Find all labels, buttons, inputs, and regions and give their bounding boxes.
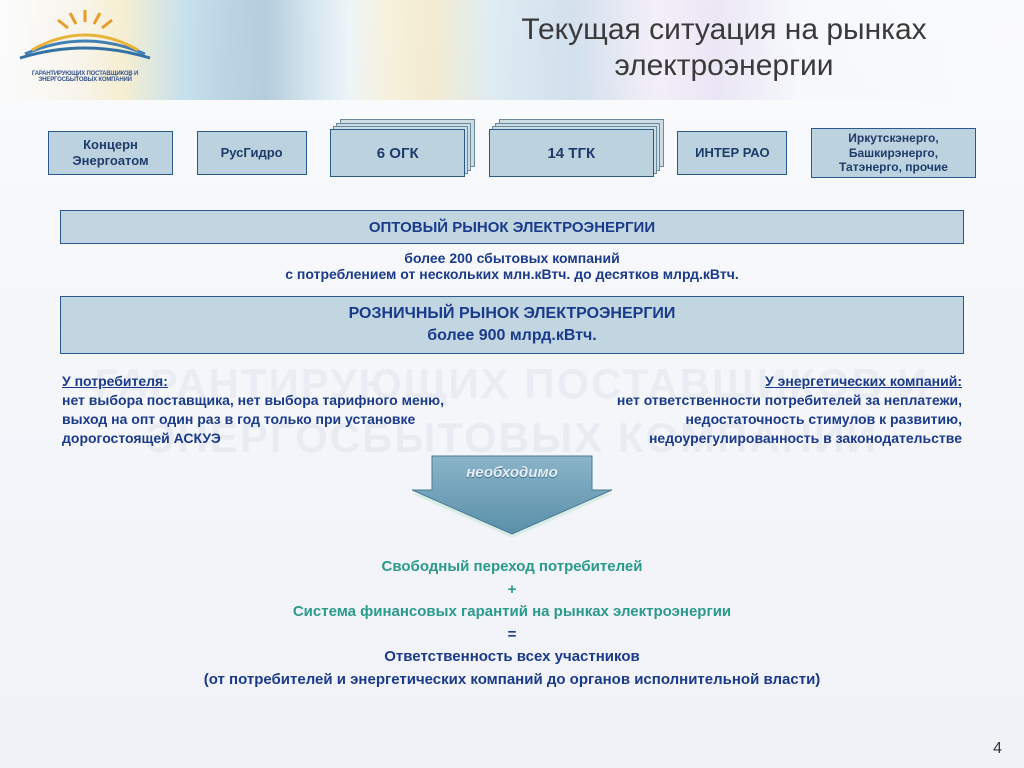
logo-caption: ГАРАНТИРУЮЩИХ ПОСТАВЩИКОВ И ЭНЕРГОСБЫТОВ…: [10, 71, 160, 83]
producer-inter-rao: ИНТЕР РАО: [677, 131, 787, 175]
page-number: 4: [993, 740, 1002, 758]
conclusion-l4: (от потребителей и энергетических компан…: [0, 669, 1024, 692]
company-title: У энергетических компаний:: [765, 373, 962, 389]
retail-market-bar: РОЗНИЧНЫЙ РЫНОК ЭЛЕКТРОЭНЕРГИИ более 900…: [60, 296, 964, 354]
conclusion-plus: +: [0, 579, 1024, 602]
conclusion-eq: =: [0, 624, 1024, 647]
slide-title: Текущая ситуация на рынках электроэнерги…: [454, 12, 994, 84]
consumer-column: У потребителя: нет выбора поставщика, не…: [62, 372, 482, 448]
conclusion-l3: Ответственность всех участников: [0, 646, 1024, 669]
wholesale-market-bar: ОПТОВЫЙ РЫНОК ЭЛЕКТРОЭНЕРГИИ: [60, 210, 964, 244]
conclusion-block: Свободный переход потребителей + Система…: [0, 556, 1024, 691]
company-body: нет ответственности потребителей за непл…: [617, 392, 962, 446]
conclusion-l1: Свободный переход потребителей: [0, 556, 1024, 579]
producer-energoatom: Концерн Энергоатом: [48, 131, 173, 175]
caption-line1: более 200 сбытовых компаний: [0, 250, 1024, 266]
org-logo: ГАРАНТИРУЮЩИХ ПОСТАВЩИКОВ И ЭНЕРГОСБЫТОВ…: [10, 8, 160, 88]
caption-line2: с потреблением от нескольких млн.кВтч. д…: [0, 266, 1024, 282]
sun-arcs-icon: [10, 8, 160, 68]
consumer-body: нет выбора поставщика, нет выбора тарифн…: [62, 392, 444, 446]
producer-ogk-label: 6 ОГК: [330, 129, 465, 177]
producer-tgk-label: 14 ТГК: [489, 129, 654, 177]
company-column: У энергетических компаний: нет ответстве…: [542, 372, 962, 448]
consumer-title: У потребителя:: [62, 373, 168, 389]
arrow-label: необходимо: [466, 464, 558, 481]
producer-ogk-stack: 6 ОГК: [330, 129, 465, 177]
sales-companies-caption: более 200 сбытовых компаний с потреблени…: [0, 250, 1024, 282]
problems-two-columns: У потребителя: нет выбора поставщика, не…: [62, 372, 962, 448]
retail-label-l1: РОЗНИЧНЫЙ РЫНОК ЭЛЕКТРОЭНЕРГИИ: [349, 303, 676, 325]
conclusion-l2: Система финансовых гарантий на рынках эл…: [0, 601, 1024, 624]
producer-rushydro: РусГидро: [197, 131, 307, 175]
necessity-arrow: необходимо: [412, 452, 612, 543]
producer-others: Иркутскэнерго, Башкирэнерго, Татэнерго, …: [811, 128, 976, 178]
retail-label-l2: более 900 млрд.кВтч.: [427, 325, 597, 347]
producers-row: Концерн Энергоатом РусГидро 6 ОГК 14 ТГК…: [48, 128, 976, 178]
wholesale-label: ОПТОВЫЙ РЫНОК ЭЛЕКТРОЭНЕРГИИ: [369, 219, 655, 236]
producer-tgk-stack: 14 ТГК: [489, 129, 654, 177]
